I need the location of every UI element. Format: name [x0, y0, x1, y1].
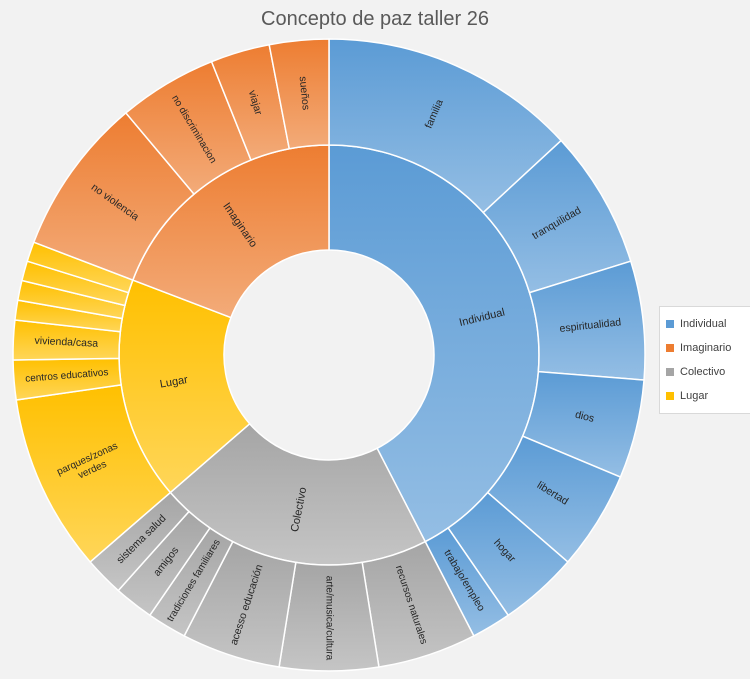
- chart-legend: Individual Imaginario Colectivo Lugar: [659, 306, 750, 414]
- legend-label: Individual: [680, 318, 727, 330]
- label-arte-musica-cultura: arte/musica/cultura: [323, 576, 334, 661]
- label-vivienda-casa: vivienda/casa: [34, 335, 98, 350]
- legend-label: Imaginario: [680, 342, 732, 354]
- label-dios: dios: [574, 409, 596, 425]
- legend-label: Lugar: [680, 390, 709, 402]
- legend-item-individual: Individual: [666, 312, 748, 336]
- label-lugar: Lugar: [159, 374, 189, 391]
- legend-swatch-imaginario: [666, 344, 674, 352]
- legend-swatch-lugar: [666, 392, 674, 400]
- legend-swatch-individual: [666, 320, 674, 328]
- chart-title: Concepto de paz taller 26: [261, 8, 489, 30]
- legend-item-imaginario: Imaginario: [666, 336, 748, 360]
- legend-item-lugar: Lugar: [666, 384, 748, 408]
- legend-label: Colectivo: [680, 366, 726, 378]
- legend-item-colectivo: Colectivo: [666, 360, 748, 384]
- label-suenos: sueños: [297, 76, 312, 111]
- legend-swatch-colectivo: [666, 368, 674, 376]
- segment-suenos: [268, 38, 330, 150]
